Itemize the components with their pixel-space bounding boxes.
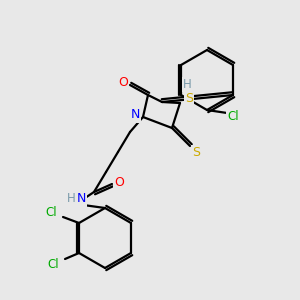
Text: Cl: Cl bbox=[47, 257, 59, 271]
Text: Cl: Cl bbox=[45, 206, 57, 218]
Text: H: H bbox=[67, 193, 75, 206]
Text: N: N bbox=[76, 193, 86, 206]
Text: O: O bbox=[118, 76, 128, 89]
Text: N: N bbox=[130, 109, 140, 122]
Text: O: O bbox=[114, 176, 124, 188]
Text: Cl: Cl bbox=[227, 110, 239, 124]
Text: S: S bbox=[192, 146, 200, 158]
Text: H: H bbox=[183, 78, 192, 91]
Text: S: S bbox=[185, 92, 193, 106]
